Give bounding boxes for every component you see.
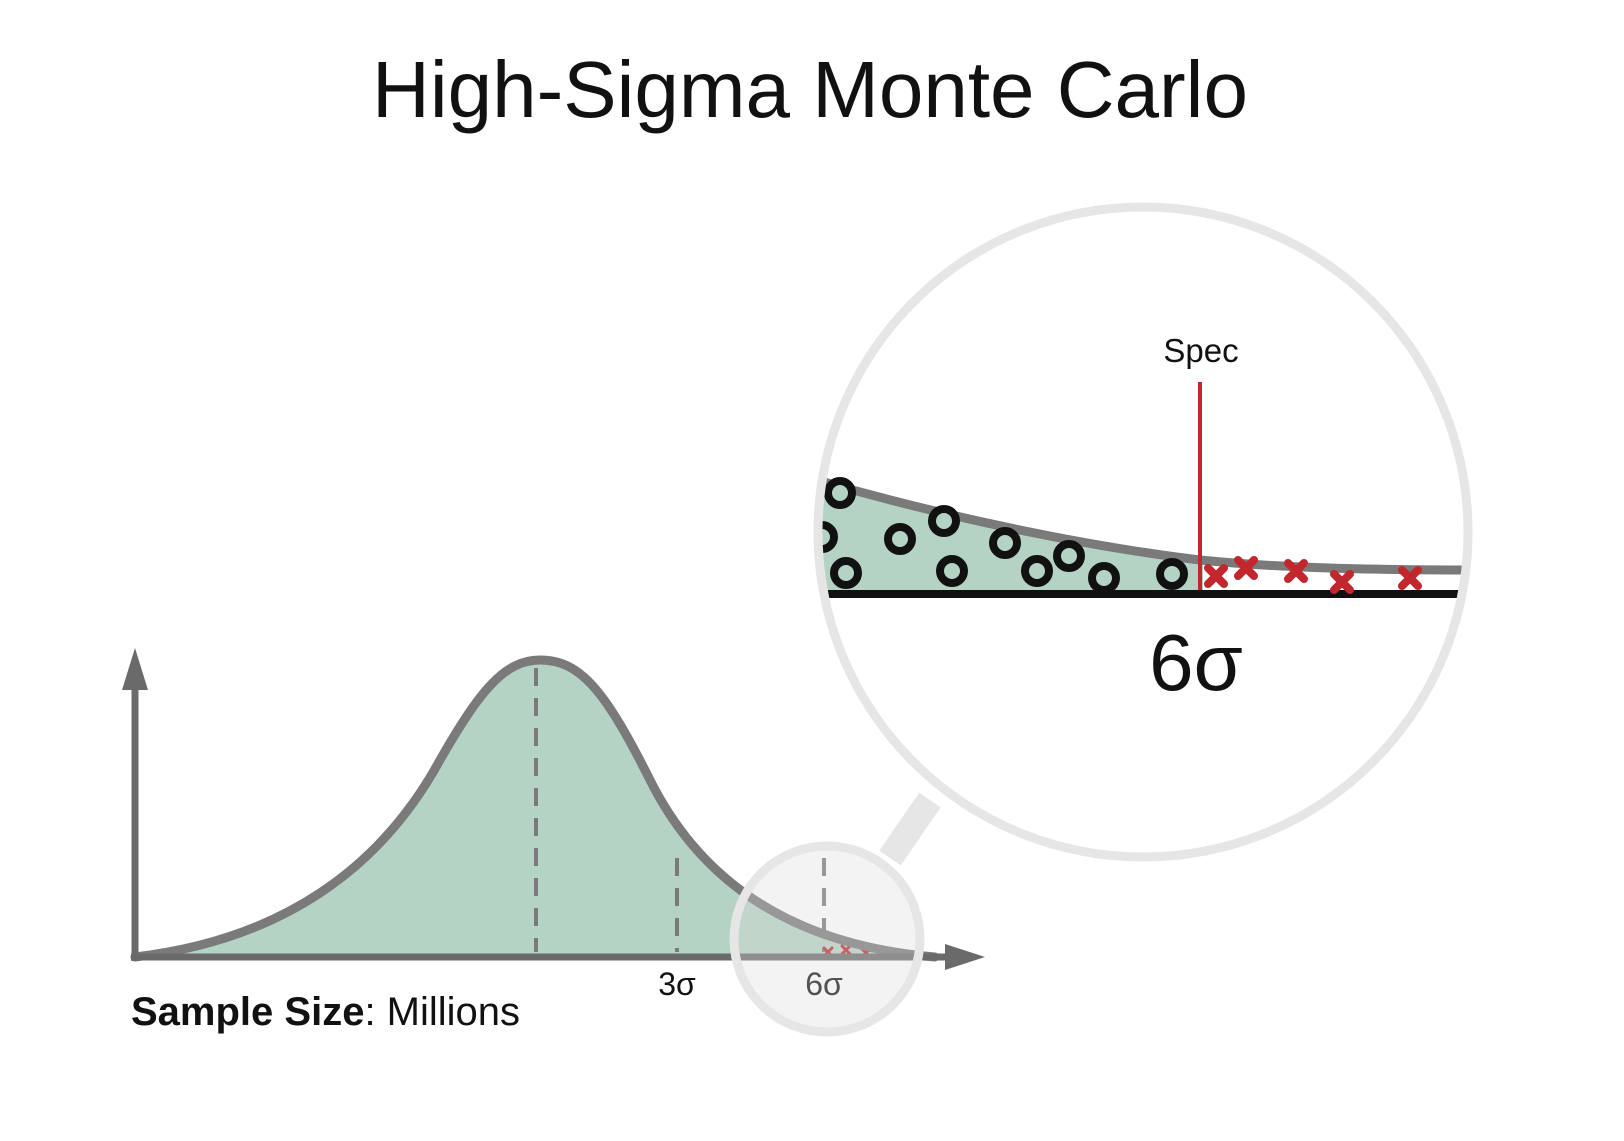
zoom-circle-outline — [813, 202, 1473, 862]
distribution-chart: 3σ 6σ Sample Size: Millions — [122, 648, 985, 1034]
pass-sample — [936, 555, 968, 587]
pass-sample — [1156, 558, 1188, 590]
magnifier-small-lens — [729, 841, 925, 1037]
sample-size-caption: Sample Size: Millions — [131, 990, 520, 1034]
pass-sample — [928, 505, 960, 537]
zoom-view: Spec 6σ — [813, 202, 1473, 862]
fail-sample — [1234, 556, 1258, 580]
pass-sample — [1088, 562, 1120, 594]
zoom-circle-background — [818, 207, 1468, 857]
pass-samples — [818, 477, 1188, 594]
sample-size-value: Millions — [387, 990, 520, 1034]
pass-sample — [1053, 540, 1085, 572]
tick-label-6-sigma: 6σ — [805, 966, 843, 1002]
fail-sample — [1204, 564, 1228, 588]
x-axis-arrow-icon — [945, 944, 985, 970]
diagram-title: High-Sigma Monte Carlo — [372, 45, 1248, 134]
pass-sample — [830, 557, 862, 589]
tick-label-3-sigma: 3σ — [658, 966, 696, 1002]
magnifier — [729, 792, 941, 1037]
magnifier-handle — [879, 792, 941, 866]
fail-samples — [1204, 556, 1422, 594]
fail-sample — [1330, 570, 1354, 594]
distribution-curve — [130, 655, 940, 962]
zoom-tail-curve — [818, 467, 1468, 575]
fail-sample — [1284, 559, 1308, 583]
pass-sample — [989, 527, 1021, 559]
sample-size-label: Sample Size — [131, 990, 364, 1034]
zoom-sigma-label: 6σ — [1149, 618, 1243, 707]
fail-sample — [1398, 566, 1422, 590]
y-axis-arrow-icon — [122, 648, 148, 690]
spec-label: Spec — [1163, 332, 1238, 369]
pass-sample — [824, 477, 856, 509]
pass-sample — [884, 523, 916, 555]
caption-separator: : — [364, 990, 386, 1034]
pass-sample — [1021, 555, 1053, 587]
